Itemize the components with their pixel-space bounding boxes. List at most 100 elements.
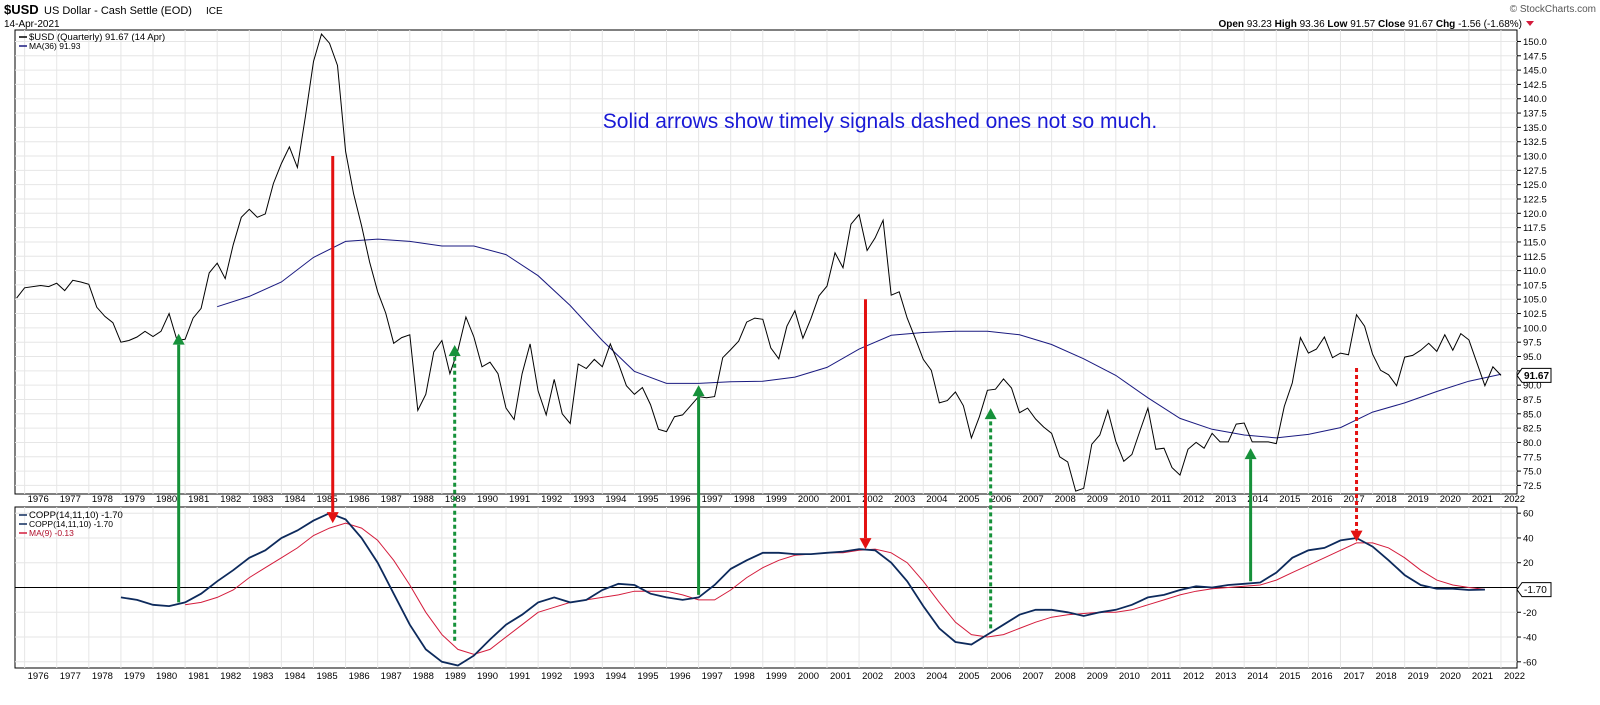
arrow-up-icon	[448, 345, 461, 357]
symbol-label: $USD	[4, 2, 39, 17]
price-y-tick-label: 142.5	[1523, 80, 1547, 91]
copp-ma9-series-line	[185, 522, 1485, 655]
arrow-down-icon	[326, 512, 339, 524]
x-tick-label-bottom: 1996	[670, 671, 691, 682]
price-y-tick-label: 95.0	[1523, 352, 1542, 363]
x-tick-label-middle: 2004	[926, 494, 947, 505]
price-y-tick-label: 80.0	[1523, 438, 1542, 449]
x-tick-label-bottom: 1985	[316, 671, 337, 682]
coppock-last-value-tag: -1.70	[1516, 582, 1552, 598]
coppock-y-axis: -60 -40 -20 20 40 60	[1517, 509, 1537, 668]
x-tick-label-bottom: 2022	[1504, 671, 1525, 682]
signal-arrow-up-solid	[1244, 448, 1257, 582]
x-tick-label-bottom: 1979	[124, 671, 145, 682]
price-y-tick-label: 117.5	[1523, 223, 1546, 234]
x-tick-label-middle: 1995	[637, 494, 658, 505]
signal-arrows	[172, 156, 1363, 641]
price-y-tick-label: 125.0	[1523, 180, 1547, 191]
price-legend-text: $USD (Quarterly) 91.67 (14 Apr)	[29, 32, 165, 43]
x-tick-label-bottom: 1991	[509, 671, 530, 682]
price-y-tick-label: 105.0	[1523, 295, 1547, 306]
x-tick-label-middle: 2014	[1247, 494, 1268, 505]
x-tick-label-middle: 2001	[830, 494, 851, 505]
usd-price-series-line	[16, 32, 1502, 492]
x-tick-label-middle: 1982	[220, 494, 241, 505]
coppock-y-tick-label: 40	[1523, 533, 1534, 544]
price-y-tick-label: 90.0	[1523, 381, 1542, 392]
x-tick-label-middle: 2019	[1408, 494, 1429, 505]
x-tick-label-bottom: 1980	[156, 671, 177, 682]
price-y-tick-label: 140.0	[1523, 94, 1547, 105]
arrow-up-icon	[1244, 448, 1257, 460]
price-y-tick-label: 135.0	[1523, 123, 1547, 134]
price-y-tick-label: 120.0	[1523, 209, 1547, 220]
price-y-tick-label: 150.0	[1523, 37, 1547, 48]
x-tick-label-bottom: 2021	[1472, 671, 1493, 682]
x-tick-label-bottom: 2019	[1408, 671, 1429, 682]
x-tick-label-bottom: 2018	[1376, 671, 1397, 682]
x-tick-label-bottom: 2000	[798, 671, 819, 682]
coppock-series-line	[120, 512, 1485, 667]
x-tick-label-bottom: 2014	[1247, 671, 1268, 682]
x-tick-label-middle: 2015	[1279, 494, 1300, 505]
x-tick-label-bottom: 1992	[541, 671, 562, 682]
x-tick-label-middle: 1988	[413, 494, 434, 505]
price-y-tick-label: 127.5	[1523, 166, 1547, 177]
x-tick-label-middle: 1983	[252, 494, 273, 505]
x-tick-label-bottom: 1990	[477, 671, 498, 682]
arrow-up-icon	[984, 408, 997, 420]
price-y-tick-label: 137.5	[1523, 109, 1547, 120]
x-tick-label-middle: 2020	[1440, 494, 1461, 505]
x-tick-label-middle: 1997	[702, 494, 723, 505]
x-tick-label-middle: 2016	[1311, 494, 1332, 505]
quote-line: Open 93.23 High 93.36 Low 91.57 Close 91…	[1218, 19, 1522, 30]
arrow-up-icon	[172, 333, 185, 345]
x-tick-label-bottom: 2012	[1183, 671, 1204, 682]
x-tick-label-middle: 1984	[284, 494, 305, 505]
copp-legend-text-1: COPP(14,11,10) -1.70	[29, 510, 123, 521]
x-tick-label-bottom: 1984	[284, 671, 305, 682]
x-tick-label-middle: 2008	[1055, 494, 1076, 505]
x-tick-label-bottom: 1997	[702, 671, 723, 682]
price-y-tick-label: 72.5	[1523, 481, 1542, 492]
price-last-value-tag: 91.67	[1516, 367, 1552, 383]
x-tick-label-middle: 1996	[670, 494, 691, 505]
x-axis-middle: 1976 1977 1978 1979 1980 1981 1982 1983 1984 1985…	[28, 494, 1525, 505]
x-tick-label-middle: 2013	[1215, 494, 1236, 505]
x-tick-label-middle: 1999	[766, 494, 787, 505]
x-tick-label-middle: 2005	[958, 494, 979, 505]
description-label: US Dollar - Cash Settle (EOD)	[44, 5, 192, 17]
signal-arrow-up-dashed	[448, 345, 461, 641]
x-tick-label-middle: 1976	[28, 494, 49, 505]
x-tick-label-middle: 2007	[1023, 494, 1044, 505]
x-tick-label-bottom: 2011	[1151, 671, 1171, 682]
x-tick-label-bottom: 2004	[926, 671, 947, 682]
x-tick-label-middle: 1978	[92, 494, 113, 505]
price-y-tick-label: 77.5	[1523, 452, 1542, 463]
signal-arrow-down-solid	[326, 156, 339, 524]
x-tick-label-middle: 2003	[894, 494, 915, 505]
date-label: 14-Apr-2021	[4, 19, 60, 30]
x-tick-label-bottom: 1998	[734, 671, 755, 682]
x-tick-label-middle: 2012	[1183, 494, 1204, 505]
x-tick-label-middle: 1979	[124, 494, 145, 505]
price-grid	[15, 30, 1517, 494]
x-tick-label-middle: 2021	[1472, 494, 1493, 505]
x-tick-label-bottom: 1983	[252, 671, 273, 682]
x-tick-label-bottom: 2016	[1311, 671, 1332, 682]
x-tick-label-middle: 2000	[798, 494, 819, 505]
ma-legend-text: MA(36) 91.93	[29, 41, 81, 51]
x-tick-label-bottom: 2003	[894, 671, 915, 682]
x-tick-label-bottom: 1977	[60, 671, 81, 682]
chart-header: $USD US Dollar - Cash Settle (EOD) ICE 1…	[4, 2, 1596, 30]
x-tick-label-middle: 1977	[60, 494, 81, 505]
coppock-y-tick-label: 20	[1523, 558, 1534, 569]
annotation-text: Solid arrows show timely signals dashed …	[603, 110, 1157, 133]
x-tick-label-middle: 1998	[734, 494, 755, 505]
signal-arrow-down-dashed	[1350, 367, 1363, 542]
x-tick-label-middle: 2009	[1087, 494, 1108, 505]
x-tick-label-bottom: 2010	[1119, 671, 1140, 682]
coppock-last-value-box	[1516, 582, 1552, 598]
